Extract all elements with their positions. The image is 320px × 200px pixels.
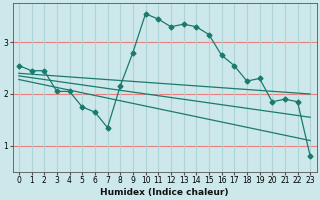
X-axis label: Humidex (Indice chaleur): Humidex (Indice chaleur) [100,188,229,197]
